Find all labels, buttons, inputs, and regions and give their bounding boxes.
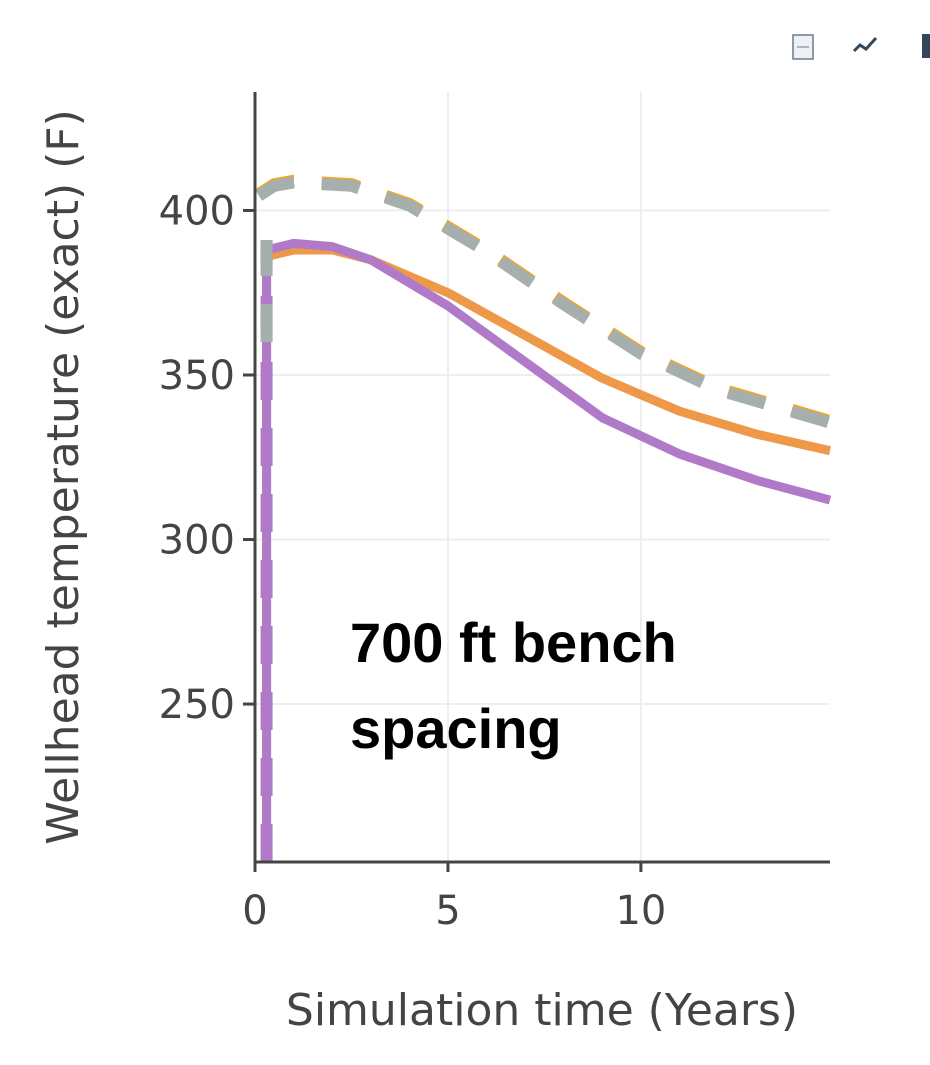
x-tick-label: 10 — [615, 888, 666, 934]
series-purple-solid — [262, 238, 832, 862]
line-chart-icon[interactable] — [852, 36, 878, 53]
x-tick-label: 5 — [435, 888, 460, 934]
ticks: 0 5 10 250 300 350 400 — [159, 188, 667, 934]
annotation-line-2: spacing — [350, 697, 562, 760]
x-axis-label: Simulation time (Years) — [286, 985, 798, 1036]
more-icon[interactable] — [922, 34, 930, 58]
y-tick-label: 350 — [159, 353, 235, 399]
annotation-line-1: 700 ft bench — [350, 611, 677, 674]
modebar — [792, 34, 930, 60]
series-group — [255, 174, 832, 862]
y-tick-label: 250 — [159, 682, 235, 728]
y-tick-label: 400 — [159, 188, 235, 234]
series-orange-solid — [262, 245, 831, 862]
series-gray-dashed — [255, 176, 832, 429]
y-tick-label: 300 — [159, 518, 235, 564]
y-axis-label: Wellhead temperature (exact) (F) — [38, 109, 89, 845]
x-tick-label: 0 — [242, 888, 267, 934]
series-orange-dashed — [255, 174, 832, 427]
download-file-icon[interactable] — [792, 34, 814, 60]
